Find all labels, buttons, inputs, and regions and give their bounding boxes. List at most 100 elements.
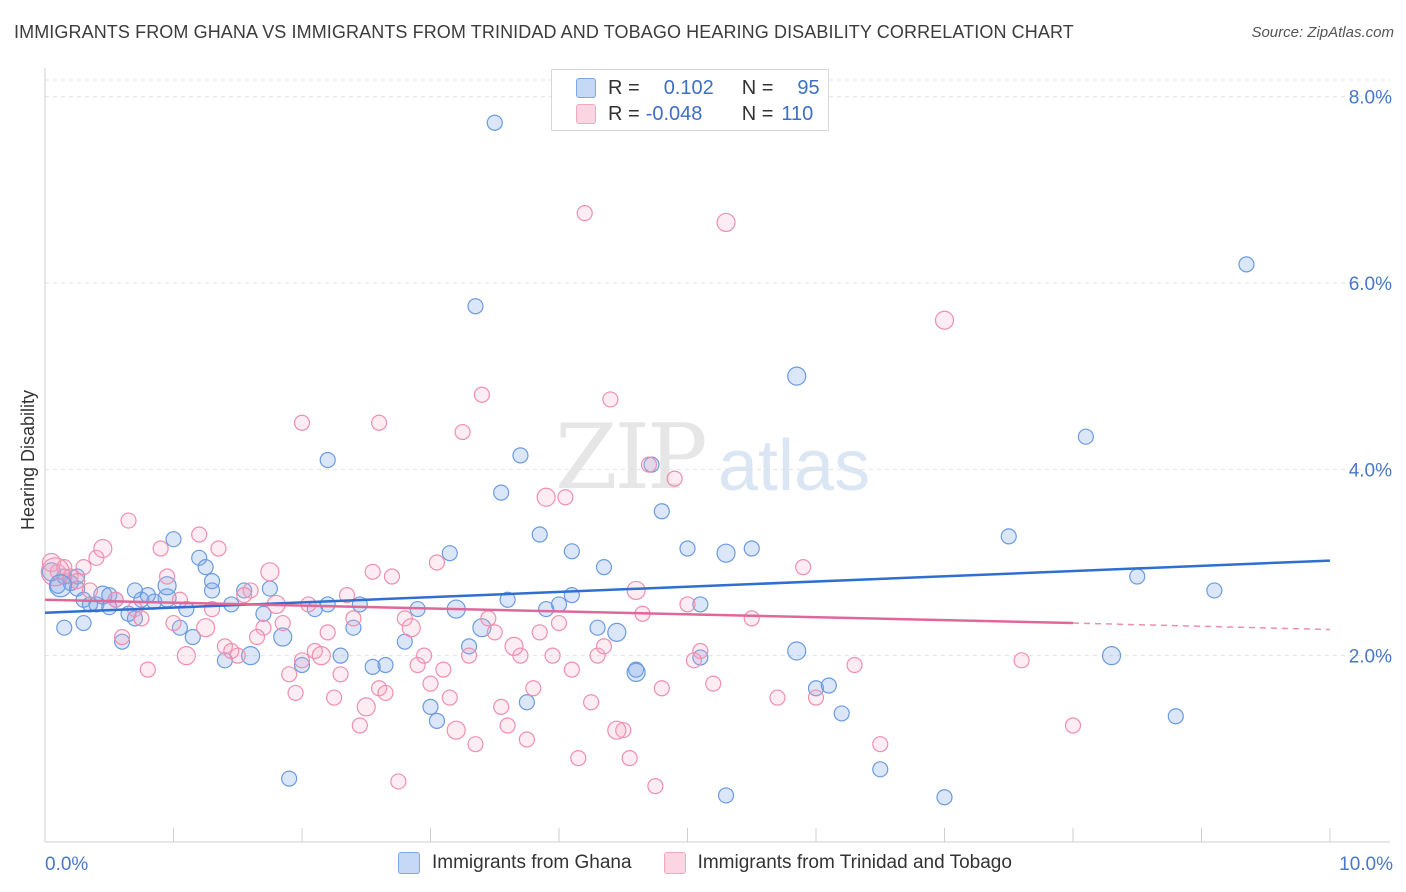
trinidad-point (467, 736, 484, 753)
trinidad-point (872, 736, 889, 753)
ghana-point (787, 366, 807, 386)
trinidad-point (390, 773, 407, 790)
ghana-point (716, 543, 736, 563)
ghana-point (236, 582, 253, 599)
trinidad-point (1013, 652, 1030, 669)
trinidad-point (473, 386, 490, 403)
trinidad-point (120, 512, 137, 529)
legend-row-ghana: R = 0.102 N = 95 (576, 75, 820, 101)
ghana-point (241, 646, 261, 666)
legend-n-value: 110 (781, 102, 814, 125)
trinidad-point (56, 559, 73, 576)
trinidad-point (171, 591, 189, 608)
trinidad-point (589, 647, 606, 664)
ghana-point (820, 677, 837, 694)
trinidad-point (460, 647, 478, 664)
ghana-point (807, 680, 825, 697)
trinidad-point (364, 563, 381, 580)
ghana-point (281, 770, 298, 787)
ghana-point (493, 484, 510, 501)
trinidad-point (647, 777, 664, 795)
trinidad-point (415, 647, 433, 664)
trinidad-point (504, 636, 524, 656)
y-tick-label: 2.0% (1349, 647, 1392, 668)
trinidad-point (795, 559, 812, 576)
legend-n-label: N = (741, 102, 774, 125)
trinidad-point (626, 580, 646, 601)
ghana-point (69, 568, 86, 585)
ghana-point (472, 618, 492, 638)
ghana-point (1077, 428, 1094, 445)
ghana-point (165, 531, 182, 548)
legend-n-label: N = (741, 76, 774, 99)
y-tick-label: 4.0% (1349, 460, 1392, 481)
ghana-point (197, 559, 214, 576)
ghana-point (743, 540, 760, 557)
trinidad-point (743, 610, 760, 627)
trinidad-point (133, 610, 150, 627)
series-swatch-ghana (398, 852, 420, 874)
trinidad-point (615, 722, 632, 739)
ghana-point (833, 705, 850, 722)
ghana-point (178, 600, 195, 618)
ghana-point (203, 573, 221, 590)
trinidad-point (158, 568, 176, 585)
trinidad-point (332, 666, 349, 683)
ghana-point (56, 619, 73, 636)
ghana-point (377, 656, 394, 674)
trinidad-point (666, 470, 683, 487)
ghana-point (872, 761, 889, 778)
trinidad-point (69, 573, 86, 590)
ghana-point (486, 114, 503, 131)
trinidad-point (255, 619, 272, 636)
ghana-point (627, 661, 645, 678)
x-tick-label: 0.0% (45, 854, 88, 875)
trinidad-point (422, 675, 439, 692)
trinidad-point (311, 646, 331, 666)
trinidad-point (493, 698, 510, 716)
legend-swatch-ghana (576, 78, 596, 98)
trinidad-point (621, 750, 638, 767)
ghana-point (364, 658, 381, 675)
ghana-point (126, 582, 144, 599)
ghana-point (589, 619, 606, 636)
trinidad-point (319, 624, 336, 641)
trinidad-point (441, 689, 458, 706)
watermark-atlas: atlas (718, 426, 871, 506)
legend-row-trinidad: R = -0.048 N = 110 (576, 101, 813, 127)
trinidad-point (428, 554, 446, 571)
trinidad-point (260, 562, 280, 582)
ghana-point (203, 582, 221, 599)
trinidad-point (570, 750, 587, 767)
trinidad-point (1064, 717, 1082, 734)
trinidad-point (345, 610, 362, 627)
ghana-point (531, 526, 548, 543)
y-axis-label: Hearing Disability (18, 390, 38, 530)
ghana-point (460, 638, 478, 655)
trinidad-point (401, 618, 421, 638)
trinidad-point (281, 666, 298, 683)
trinidad-point (446, 720, 466, 740)
ghana-point (550, 596, 568, 613)
trinidad-point (536, 487, 556, 507)
trinidad-point (602, 391, 619, 408)
ghana-point (75, 614, 92, 632)
ghana-point (273, 627, 293, 647)
trinidad-point (293, 414, 311, 431)
ghana-point (48, 574, 73, 598)
ghana-point (255, 605, 272, 622)
legend-r-label: R = (608, 76, 640, 99)
series-label-ghana: Immigrants from Ghana (432, 852, 632, 873)
trinidad-point (807, 689, 825, 706)
trinidad-point (274, 614, 291, 632)
trinidad-point (435, 661, 452, 678)
trinidad-point (287, 684, 304, 702)
trinidad-point (583, 694, 600, 711)
trinidad-point (196, 618, 216, 638)
trinidad-point (107, 591, 124, 608)
ghana-point (293, 656, 311, 674)
trinidad-point (210, 540, 227, 557)
trinidad-point (531, 624, 548, 641)
ghana-point (345, 619, 362, 636)
